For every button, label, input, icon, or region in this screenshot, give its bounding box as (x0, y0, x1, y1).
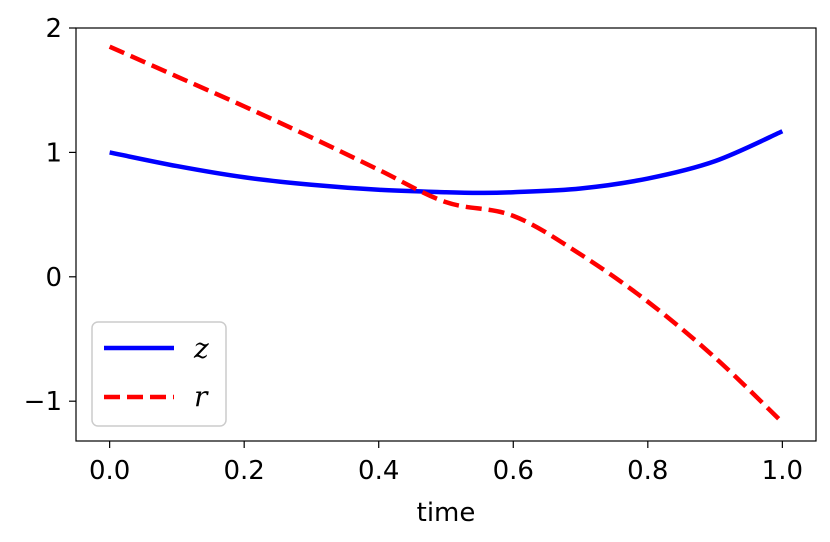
y-tick-label: −1 (24, 387, 62, 417)
x-tick-label: 0.8 (627, 456, 668, 486)
x-tick-label: 0.2 (224, 456, 265, 486)
x-tick-label: 0.4 (358, 456, 399, 486)
x-tick-label: 0.6 (493, 456, 534, 486)
series-line-z (109, 129, 784, 196)
y-tick-label: 2 (45, 14, 62, 44)
x-axis-label: time (417, 498, 476, 528)
legend-label-r: r (194, 380, 209, 413)
series-lines (108, 44, 784, 424)
x-tick-label: 1.0 (762, 456, 803, 486)
series-line-r (108, 44, 784, 424)
y-axis-ticks: −1 0 1 2 (24, 14, 76, 417)
x-tick-label: 0.0 (89, 456, 130, 486)
legend-label-z: z (193, 332, 209, 365)
y-tick-label: 1 (45, 138, 62, 168)
x-axis-ticks: 0.0 0.2 0.4 0.6 0.8 1.0 (89, 441, 803, 486)
y-tick-label: 0 (45, 263, 62, 293)
legend: z r (91, 321, 227, 427)
